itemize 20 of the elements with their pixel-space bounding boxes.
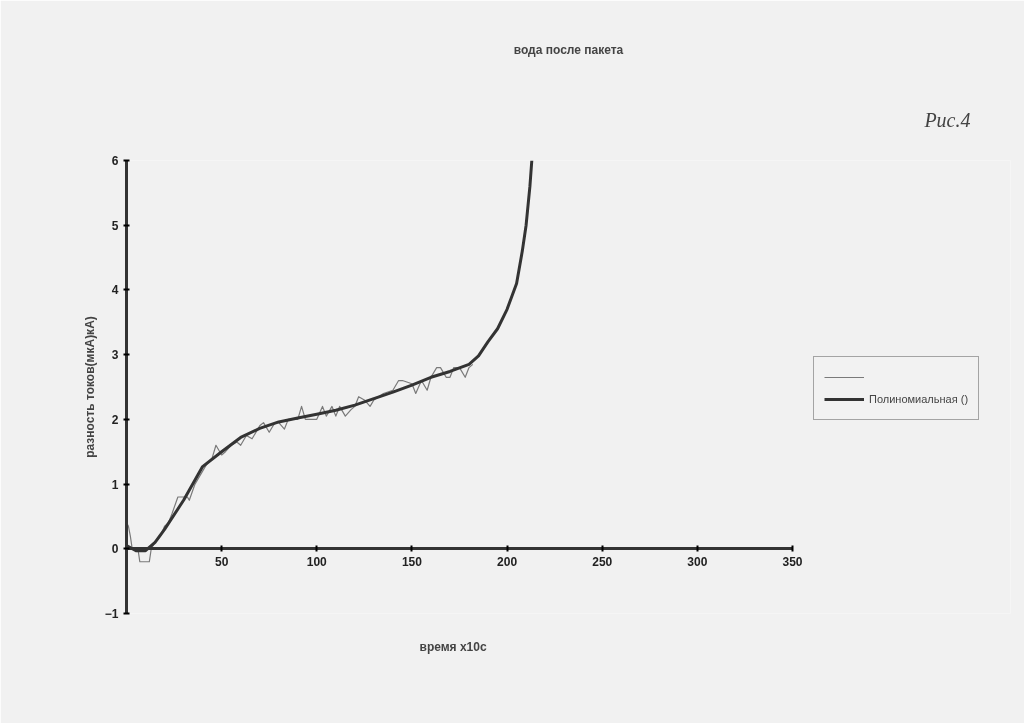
y-tick-label: 2	[111, 412, 119, 427]
x-tick-label: 100	[306, 554, 328, 569]
y-tick-label: −1	[104, 607, 119, 621]
legend-label: Полиномиальная ()	[869, 393, 969, 405]
x-tick-label: 150	[401, 554, 423, 569]
x-tick-label: 300	[687, 554, 708, 569]
y-tick-label: 5	[111, 218, 119, 233]
chart-title: вода после пакета	[513, 42, 624, 57]
y-tick-label: 1	[111, 477, 119, 492]
y-axis-title: разность токов(мкА)кА)	[82, 316, 97, 458]
y-tick-label: 0	[111, 542, 119, 557]
y-tick-label: 3	[111, 348, 119, 363]
x-axis-title: время x10с	[419, 639, 487, 654]
y-tick-label: 6	[111, 154, 119, 168]
x-tick-label: 250	[592, 554, 613, 569]
x-tick-label: 200	[497, 554, 518, 569]
x-tick-label: 350	[782, 554, 803, 569]
x-tick-label: 50	[214, 554, 229, 569]
y-tick-label: 4	[111, 283, 119, 298]
text: Рис.4	[923, 108, 971, 131]
